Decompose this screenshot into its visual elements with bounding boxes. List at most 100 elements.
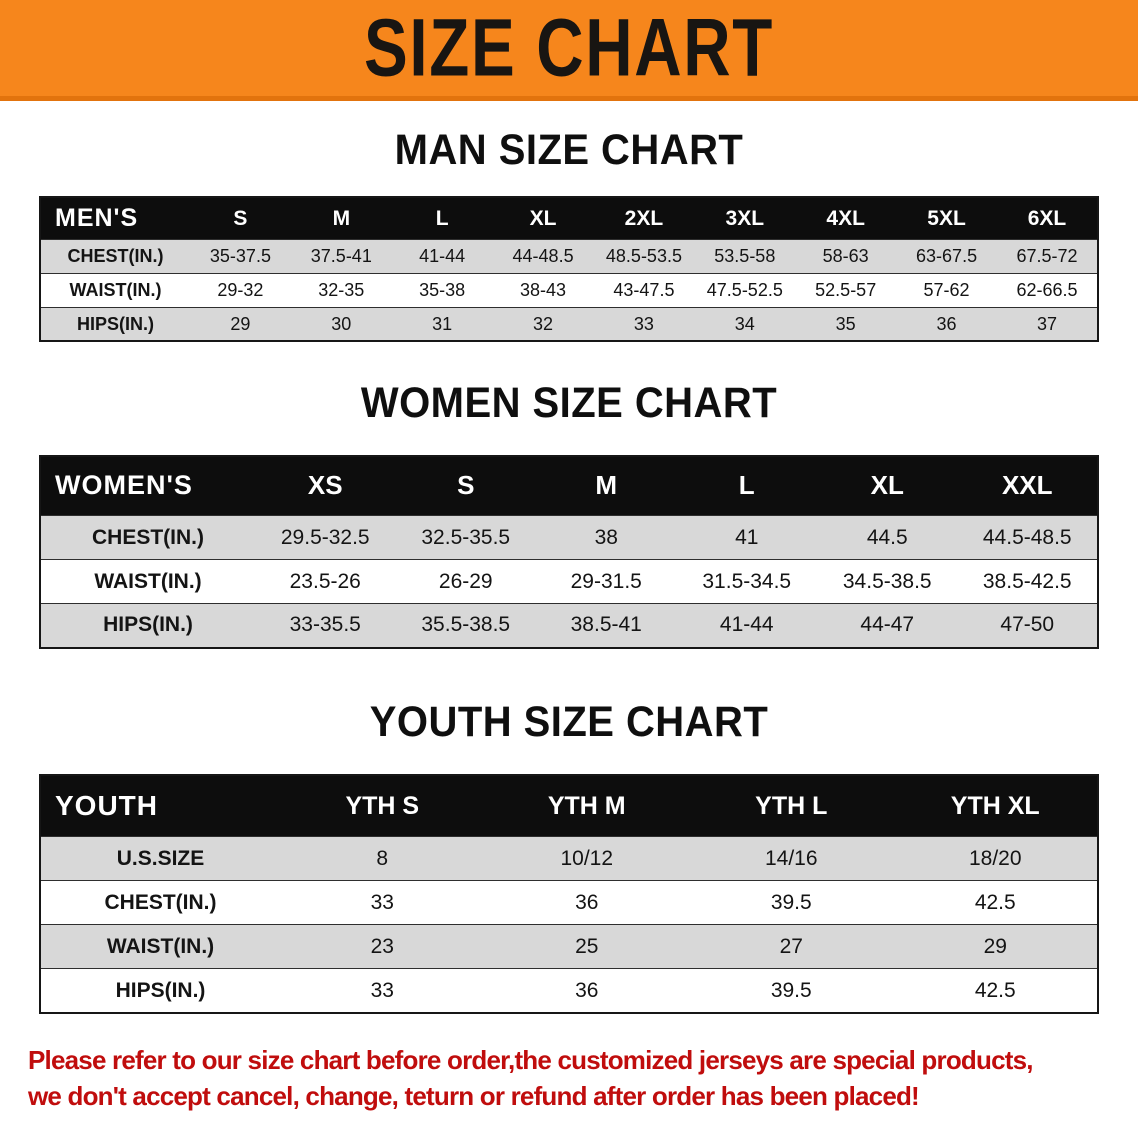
size-value-cell: 38 — [594, 525, 618, 549]
size-column-header: M — [536, 455, 677, 516]
size-column-header: 4XL — [795, 197, 897, 240]
table-row: CHEST(IN.) 35-37.5 37.5-41 41-44 44-48.5 48.5… — [40, 239, 1098, 274]
size-value-cell: 26-29 — [438, 569, 493, 593]
size-value-cell: 42.5 — [974, 978, 1016, 1002]
size-value-cell: 35 — [835, 313, 856, 334]
size-value-cell: 33 — [370, 978, 394, 1002]
size-column-header: L — [676, 455, 817, 516]
table-header-row: MEN'S S M L XL 2XL 3XL 4XL 5XL 6XL — [40, 197, 1098, 240]
row-label: WAIST(IN.) — [69, 279, 162, 300]
table-row: WAIST(IN.) 29-32 32-35 35-38 38-43 43-47.5 47.… — [40, 273, 1098, 308]
size-value-cell: 29-31.5 — [570, 569, 642, 593]
size-value-cell: 53.5-58 — [714, 245, 776, 266]
men-size-section: MAN SIZE CHART MEN'S S M L XL 2XL 3XL 4XL 5XL 6XL… — [0, 126, 1138, 343]
size-value-cell: 32 — [533, 313, 554, 334]
size-column-header: 2XL — [593, 197, 695, 240]
table-corner-label: MEN'S — [40, 197, 190, 240]
size-value-cell: 38.5-41 — [570, 613, 642, 637]
size-value-cell: 14/16 — [764, 846, 818, 870]
size-column-header: L — [391, 197, 493, 240]
table-header-row: WOMEN'S XS S M L XL XXL — [40, 455, 1098, 516]
footer-notice: Please refer to our size chart before or… — [28, 1042, 1138, 1115]
size-value-cell: 44.5-48.5 — [982, 525, 1072, 549]
size-value-cell: 44-48.5 — [512, 245, 574, 266]
size-value-cell: 30 — [331, 313, 352, 334]
size-value-cell: 43-47.5 — [613, 279, 675, 300]
size-column-header: XXL — [957, 455, 1098, 516]
size-value-cell: 33-35.5 — [289, 613, 361, 637]
size-value-cell: 47-50 — [1000, 613, 1055, 637]
size-column-header: YTH L — [689, 774, 894, 837]
row-label: HIPS(IN.) — [103, 613, 193, 637]
size-column-header: XL — [817, 455, 958, 516]
row-label: U.S.SIZE — [116, 846, 205, 870]
table-row: WAIST(IN.) 23.5-26 26-29 29-31.5 31.5-34.5 34… — [40, 559, 1098, 604]
table-corner-label: WOMEN'S — [40, 455, 255, 516]
size-value-cell: 39.5 — [770, 978, 812, 1002]
size-column-header: YTH M — [484, 774, 689, 837]
size-value-cell: 67.5-72 — [1016, 245, 1078, 266]
size-value-cell: 35-37.5 — [209, 245, 271, 266]
size-column-header: 3XL — [694, 197, 796, 240]
size-column-header: 6XL — [997, 197, 1098, 240]
size-value-cell: 38.5-42.5 — [982, 569, 1072, 593]
size-value-cell: 37 — [1036, 313, 1058, 334]
women-section-heading: WOMEN SIZE CHART — [360, 379, 778, 428]
size-value-cell: 57-62 — [923, 279, 970, 300]
size-value-cell: 8 — [376, 846, 389, 870]
table-row: HIPS(IN.) 33-35.5 35.5-38.5 38.5-41 41-44 44-… — [40, 603, 1098, 648]
table-row: U.S.SIZE 8 10/12 14/16 18/20 — [40, 836, 1098, 881]
size-value-cell: 32.5-35.5 — [421, 525, 511, 549]
size-value-cell: 63-67.5 — [916, 245, 978, 266]
table-row: HIPS(IN.) 33 36 39.5 42.5 — [40, 968, 1098, 1013]
size-value-cell: 29.5-32.5 — [280, 525, 370, 549]
men-size-table: MEN'S S M L XL 2XL 3XL 4XL 5XL 6XL CHEST(IN.) 35-37… — [39, 196, 1099, 343]
size-value-cell: 52.5-57 — [815, 279, 877, 300]
size-value-cell: 29 — [230, 313, 251, 334]
size-value-cell: 36 — [575, 978, 599, 1002]
row-label: WAIST(IN.) — [94, 569, 202, 593]
women-size-section: WOMEN SIZE CHART WOMEN'S XS S M L XL XXL CHEST(… — [0, 379, 1138, 649]
size-value-cell: 29 — [983, 934, 1007, 958]
size-value-cell: 47.5-52.5 — [706, 279, 783, 300]
size-column-header: S — [395, 455, 536, 516]
row-label: HIPS(IN.) — [76, 313, 154, 334]
notice-line-2: we don't accept cancel, change, teturn o… — [28, 1081, 920, 1112]
size-value-cell: 37.5-41 — [310, 245, 372, 266]
size-value-cell: 39.5 — [770, 890, 812, 914]
row-label: CHEST(IN.) — [67, 245, 164, 266]
size-value-cell: 32-35 — [318, 279, 365, 300]
size-value-cell: 25 — [575, 934, 599, 958]
size-value-cell: 41-44 — [719, 613, 774, 637]
size-column-header: YTH S — [280, 774, 485, 837]
size-value-cell: 36 — [575, 890, 599, 914]
size-value-cell: 44-47 — [860, 613, 915, 637]
size-value-cell: 62-66.5 — [1016, 279, 1078, 300]
row-label: CHEST(IN.) — [104, 890, 217, 914]
size-value-cell: 58-63 — [822, 245, 869, 266]
size-value-cell: 33 — [633, 313, 654, 334]
page-title: SIZE CHART — [364, 2, 774, 93]
size-value-cell: 42.5 — [974, 890, 1016, 914]
table-row: CHEST(IN.) 29.5-32.5 32.5-35.5 38 41 44.5 44.5… — [40, 515, 1098, 560]
size-column-header: M — [290, 197, 392, 240]
table-row: WAIST(IN.) 23 25 27 29 — [40, 924, 1098, 969]
youth-size-table: YOUTH YTH S YTH M YTH L YTH XL U.S.SIZE 8 10/12… — [39, 773, 1099, 1014]
notice-line-1: Please refer to our size chart before or… — [28, 1044, 1033, 1075]
row-label: CHEST(IN.) — [92, 525, 204, 549]
size-value-cell: 34 — [734, 313, 755, 334]
women-size-table: WOMEN'S XS S M L XL XXL CHEST(IN.) 29.5-32.5 32.5… — [39, 454, 1099, 649]
size-value-cell: 31 — [432, 313, 453, 334]
size-value-cell: 27 — [779, 934, 803, 958]
size-value-cell: 34.5-38.5 — [842, 569, 932, 593]
size-value-cell: 36 — [936, 313, 957, 334]
size-value-cell: 35-38 — [419, 279, 466, 300]
men-section-heading: MAN SIZE CHART — [394, 126, 744, 174]
table-header-row: YOUTH YTH S YTH M YTH L YTH XL — [40, 774, 1098, 837]
table-corner-label: YOUTH — [40, 774, 280, 837]
size-value-cell: 23 — [370, 934, 394, 958]
size-value-cell: 29-32 — [217, 279, 264, 300]
size-value-cell: 41-44 — [419, 245, 466, 266]
size-value-cell: 35.5-38.5 — [421, 613, 511, 637]
